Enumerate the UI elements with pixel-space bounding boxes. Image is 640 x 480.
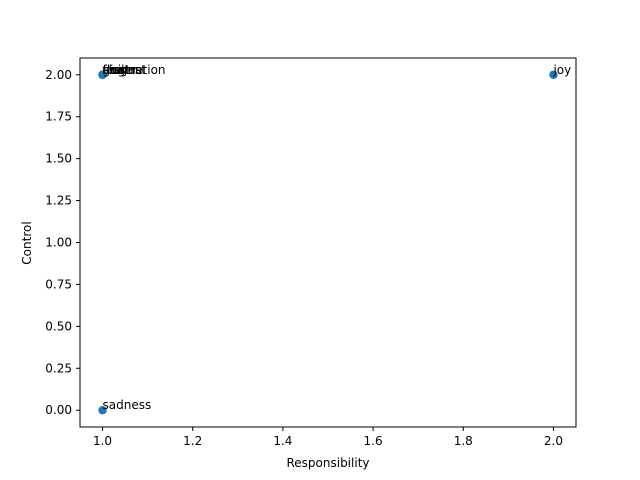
point-label: sadness [103, 398, 152, 412]
point-label: fear [103, 63, 127, 77]
y-tick-label: 1.50 [45, 152, 72, 166]
point-label: anger [103, 63, 138, 77]
y-tick-label: 0.75 [45, 277, 72, 291]
y-axis-ticks: 0.00 0.25 0.50 0.75 1.00 1.25 1.50 1.75 2.00 [45, 68, 80, 417]
data-points [98, 70, 558, 415]
y-tick-label: 0.25 [45, 361, 72, 375]
x-tick-label: 1.6 [364, 434, 383, 448]
x-tick-label: 1.4 [273, 434, 292, 448]
y-tick-label: 1.25 [45, 194, 72, 208]
x-tick-label: 1.2 [183, 434, 202, 448]
x-tick-label: 1.0 [93, 434, 112, 448]
data-point [98, 70, 107, 79]
point-label: guilt [103, 63, 130, 77]
y-tick-label: 0.50 [45, 319, 72, 333]
data-point [98, 406, 107, 415]
y-tick-label: 0.00 [45, 403, 72, 417]
point-label: shame [103, 63, 143, 77]
plot-area [79, 57, 577, 428]
x-tick-label: 1.8 [454, 434, 473, 448]
point-label: frustration [103, 63, 166, 77]
y-axis-label: Control [20, 221, 34, 264]
point-label: joy [552, 63, 571, 77]
y-tick-label: 1.75 [45, 110, 72, 124]
data-point [549, 70, 558, 79]
x-tick-label: 2.0 [544, 434, 563, 448]
y-tick-label: 1.00 [45, 236, 72, 250]
y-tick-label: 2.00 [45, 68, 72, 82]
x-axis-ticks: 1.0 1.2 1.4 1.6 1.8 2.0 [93, 427, 563, 448]
point-label: disgust [103, 63, 147, 77]
x-axis-label: Responsibility [286, 456, 369, 470]
